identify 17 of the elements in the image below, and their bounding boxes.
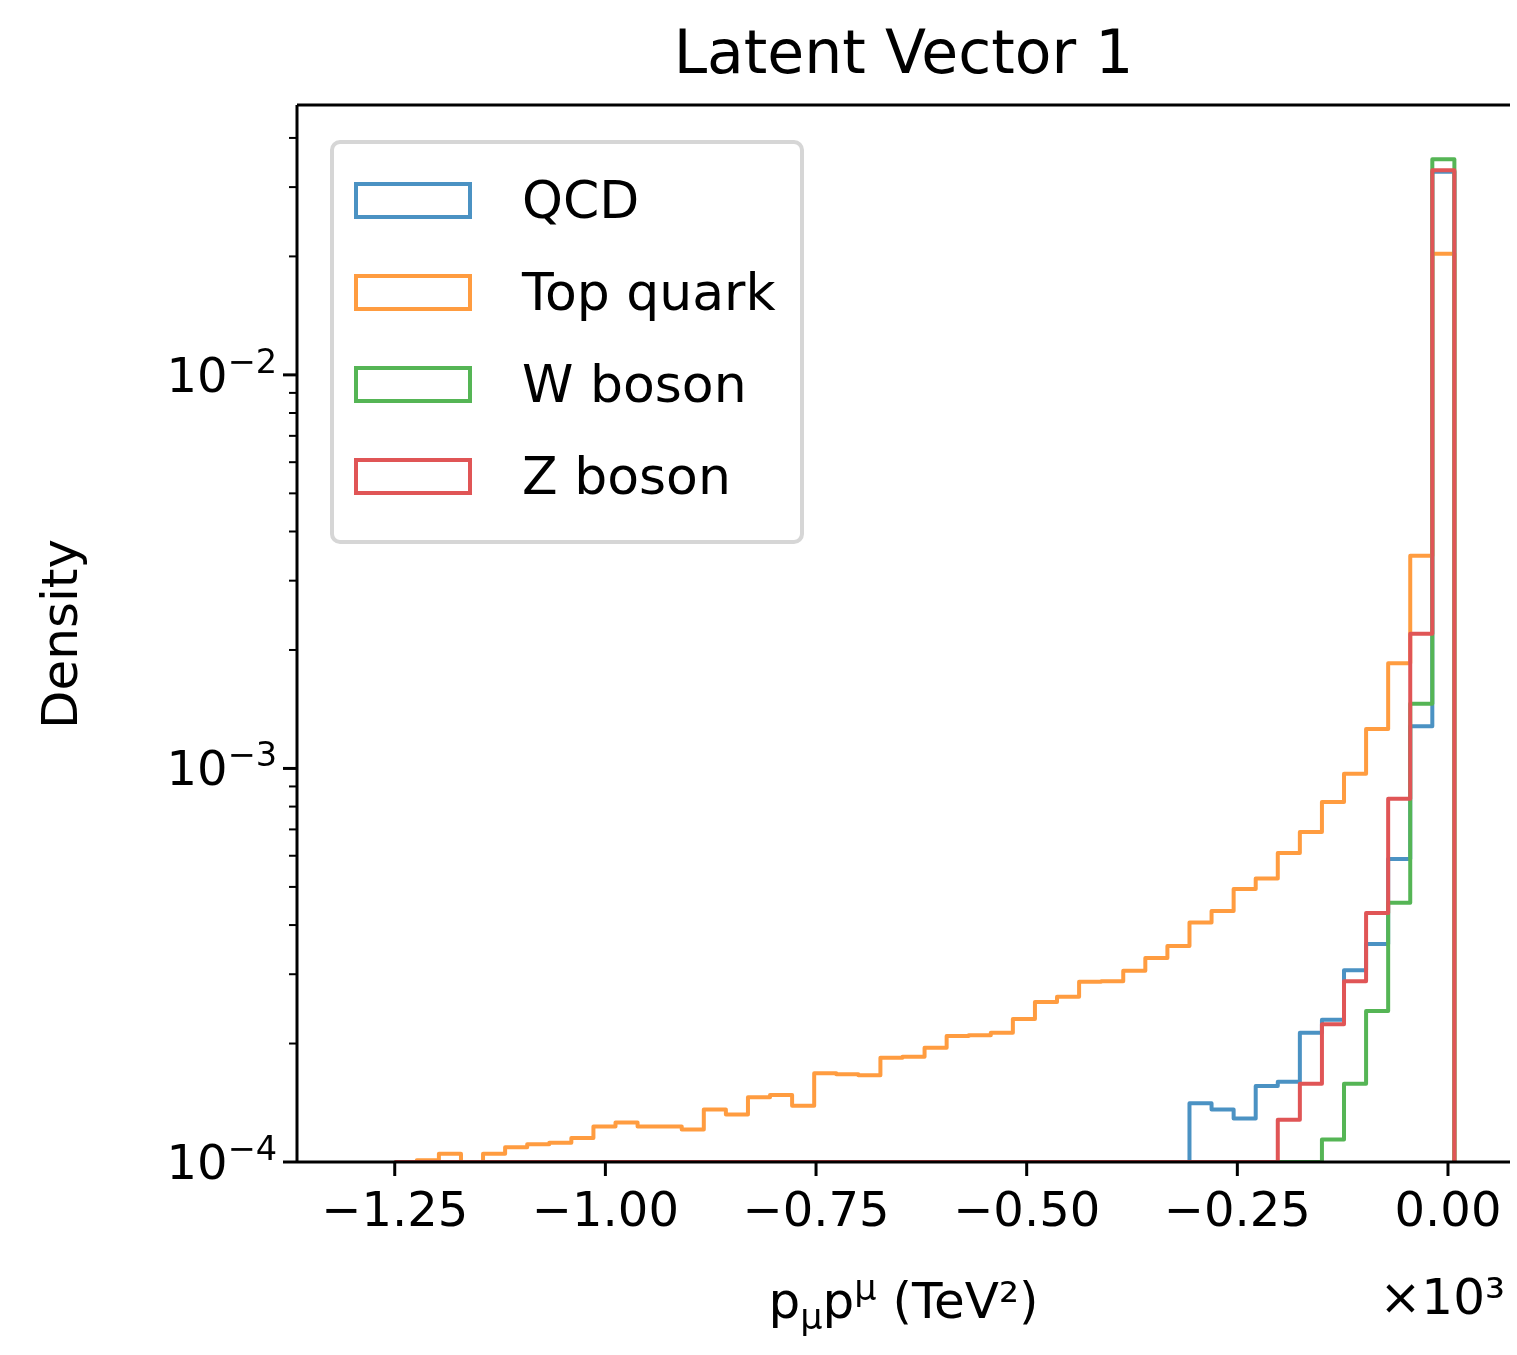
- x-tick-label: −1.25: [321, 1181, 469, 1237]
- x-tick-label: −0.50: [953, 1181, 1101, 1237]
- y-tick-label: 10$^{−4}$: [166, 1128, 277, 1190]
- text: ×10³: [1379, 1268, 1505, 1326]
- y-axis-title: Density: [30, 537, 90, 731]
- x-tick-label: −0.75: [742, 1181, 890, 1237]
- x-axis-title: p$_{μ}$p$^{μ}$ (TeV²): [768, 1268, 1039, 1337]
- legend-label: Top quark: [522, 262, 776, 322]
- y-tick-label: 10$^{−3}$: [166, 734, 277, 797]
- x-tick-label: 0.00: [1394, 1181, 1502, 1237]
- legend-label: QCD: [522, 170, 640, 230]
- x-tick-label: −0.25: [1163, 1181, 1311, 1237]
- y-tick-label: 10$^{−2}$: [166, 341, 277, 403]
- chart-title: Latent Vector 1: [672, 16, 1135, 89]
- legend-label: Z boson: [522, 446, 731, 506]
- legend-label: W boson: [522, 354, 747, 414]
- x-tick-label: −1.00: [531, 1181, 679, 1237]
